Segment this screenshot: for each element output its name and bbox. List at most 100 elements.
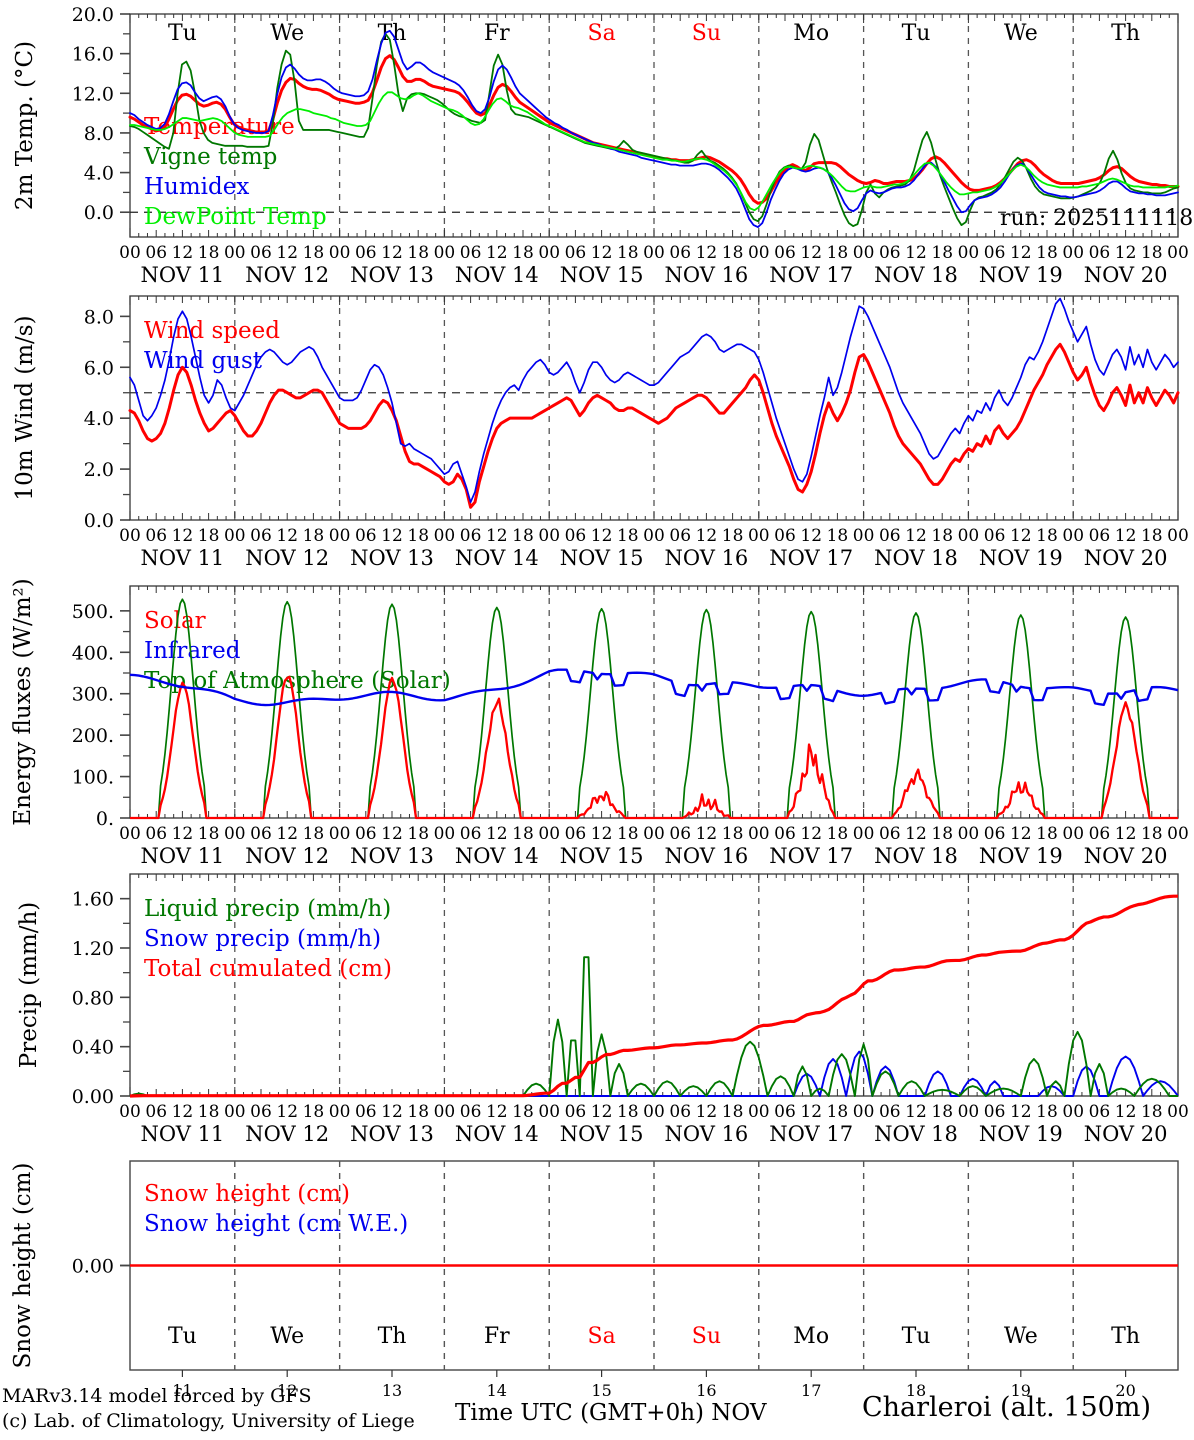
hour-label-precip-2-1: 06	[355, 1102, 377, 1122]
hour-label-energy-6-0: 00	[748, 824, 770, 844]
hour-label-energy-end: 00	[1167, 824, 1189, 844]
hour-label-precip-2-3: 18	[407, 1102, 429, 1122]
hour-label-energy-6-1: 06	[774, 824, 796, 844]
weekday-label-top-1: We	[270, 21, 304, 46]
ytick-label-precip-1: 0.40	[72, 1037, 114, 1059]
hour-label-energy-5-0: 00	[643, 824, 665, 844]
ytick-label-temperature-0: 0.0	[84, 202, 114, 224]
hour-label-wind-7-1: 06	[879, 526, 901, 546]
ytick-label-energy-4: 400.	[72, 642, 114, 664]
hour-label-precip-8-3: 18	[1036, 1102, 1058, 1122]
hour-label-precip-0-3: 18	[198, 1102, 220, 1122]
hour-label-energy-9-1: 06	[1089, 824, 1111, 844]
ytick-label-wind-3: 6.0	[84, 357, 114, 379]
hour-label-precip-2-0: 00	[329, 1102, 351, 1122]
legend-temperature-3: DewPoint Temp	[144, 204, 327, 230]
hour-label-energy-9-2: 12	[1115, 824, 1137, 844]
hour-label-energy-0-0: 00	[119, 824, 141, 844]
series-path	[129, 297, 1179, 504]
hour-label-precip-2-2: 12	[381, 1102, 403, 1122]
hour-label-wind-3-3: 18	[512, 526, 534, 546]
hour-label-energy-3-3: 18	[512, 824, 534, 844]
hour-label-precip-4-2: 12	[591, 1102, 613, 1122]
hour-label-wind-1-2: 12	[276, 526, 298, 546]
date-label-wind-5: NOV 16	[665, 546, 749, 570]
hour-label-precip-9-2: 12	[1115, 1102, 1137, 1122]
weekday-label-bottom-4: Sa	[588, 1324, 616, 1349]
series-total-cumulated	[129, 894, 1178, 1098]
hour-label-precip-0-1: 06	[145, 1102, 167, 1122]
hour-label-temperature-1-1: 06	[250, 243, 272, 263]
ytick-label-temperature-4: 16.0	[72, 44, 114, 66]
hour-label-temperature-6-0: 00	[748, 243, 770, 263]
hour-label-wind-3-0: 00	[434, 526, 456, 546]
hour-label-wind-0-0: 00	[119, 526, 141, 546]
weekday-label-bottom-8: We	[1004, 1324, 1038, 1349]
hour-label-temperature-2-0: 00	[329, 243, 351, 263]
legend-snow-1: Snow height (cm W.E.)	[144, 1211, 408, 1237]
hour-label-precip-7-1: 06	[879, 1102, 901, 1122]
hour-label-wind-7-0: 00	[853, 526, 875, 546]
hour-label-precip-4-1: 06	[565, 1102, 587, 1122]
hour-label-energy-2-0: 00	[329, 824, 351, 844]
hour-label-temperature-9-3: 18	[1141, 243, 1163, 263]
hour-label-precip-7-3: 18	[931, 1102, 953, 1122]
hour-label-wind-5-2: 12	[696, 526, 718, 546]
hour-label-wind-4-3: 18	[617, 526, 639, 546]
ytick-label-wind-0: 0.0	[84, 510, 114, 532]
hour-label-energy-4-0: 00	[538, 824, 560, 844]
hour-label-temperature-8-3: 18	[1036, 243, 1058, 263]
weekday-label-top-8: We	[1004, 21, 1038, 46]
weekday-label-bottom-5: Su	[692, 1324, 721, 1349]
daynum-label-7: 18	[906, 1381, 926, 1400]
weekday-label-bottom-2: Th	[378, 1324, 407, 1349]
series-path	[128, 342, 1180, 509]
hour-label-precip-7-2: 12	[905, 1102, 927, 1122]
weekday-label-bottom-6: Mo	[793, 1324, 829, 1349]
date-label-energy-0: NOV 11	[141, 844, 225, 868]
hour-label-wind-1-0: 00	[224, 526, 246, 546]
hour-label-precip-6-1: 06	[774, 1102, 796, 1122]
yaxis-title-wind: 10m Wind (m/s)	[12, 315, 38, 500]
hour-label-wind-2-1: 06	[355, 526, 377, 546]
hour-label-precip-3-0: 00	[434, 1102, 456, 1122]
hour-label-wind-end: 00	[1167, 526, 1189, 546]
date-label-temperature-8: NOV 19	[979, 263, 1063, 287]
hour-label-wind-0-2: 12	[172, 526, 194, 546]
hour-label-wind-3-2: 12	[486, 526, 508, 546]
hour-label-temperature-0-2: 12	[172, 243, 194, 263]
hour-label-precip-end: 00	[1167, 1102, 1189, 1122]
legend-precip-0: Liquid precip (mm/h)	[144, 896, 391, 922]
date-label-wind-6: NOV 17	[769, 546, 853, 570]
date-label-wind-8: NOV 19	[979, 546, 1063, 570]
hour-label-temperature-5-1: 06	[669, 243, 691, 263]
hour-label-energy-0-3: 18	[198, 824, 220, 844]
date-label-precip-0: NOV 11	[141, 1122, 225, 1146]
hour-label-wind-2-3: 18	[407, 526, 429, 546]
legend-temperature-2: Humidex	[144, 174, 249, 200]
ytick-label-energy-0: 0.	[96, 808, 114, 830]
hour-label-wind-5-1: 06	[669, 526, 691, 546]
weekday-label-top-7: Tu	[902, 21, 931, 46]
hour-label-temperature-2-1: 06	[355, 243, 377, 263]
date-label-wind-9: NOV 20	[1084, 546, 1168, 570]
hour-label-precip-9-0: 00	[1062, 1102, 1084, 1122]
hour-label-energy-4-3: 18	[617, 824, 639, 844]
hour-label-energy-8-3: 18	[1036, 824, 1058, 844]
hour-label-wind-2-0: 00	[329, 526, 351, 546]
daynum-label-0: 11	[172, 1381, 192, 1400]
hour-label-energy-0-1: 06	[145, 824, 167, 844]
yaxis-title-snow: Snow height (cm)	[10, 1163, 36, 1369]
date-label-precip-5: NOV 16	[665, 1122, 749, 1146]
series-path	[129, 91, 1179, 212]
legend-temperature-1: Vigne temp	[143, 144, 277, 170]
daynum-label-9: 20	[1115, 1381, 1135, 1400]
hour-label-wind-5-3: 18	[722, 526, 744, 546]
hour-label-wind-9-3: 18	[1141, 526, 1163, 546]
legend-snow-0: Snow height (cm)	[144, 1181, 350, 1207]
hour-label-temperature-1-3: 18	[303, 243, 325, 263]
hour-label-temperature-7-0: 00	[853, 243, 875, 263]
hour-label-energy-5-1: 06	[669, 824, 691, 844]
weekday-label-bottom-0: Tu	[168, 1324, 197, 1349]
hour-label-precip-1-2: 12	[276, 1102, 298, 1122]
